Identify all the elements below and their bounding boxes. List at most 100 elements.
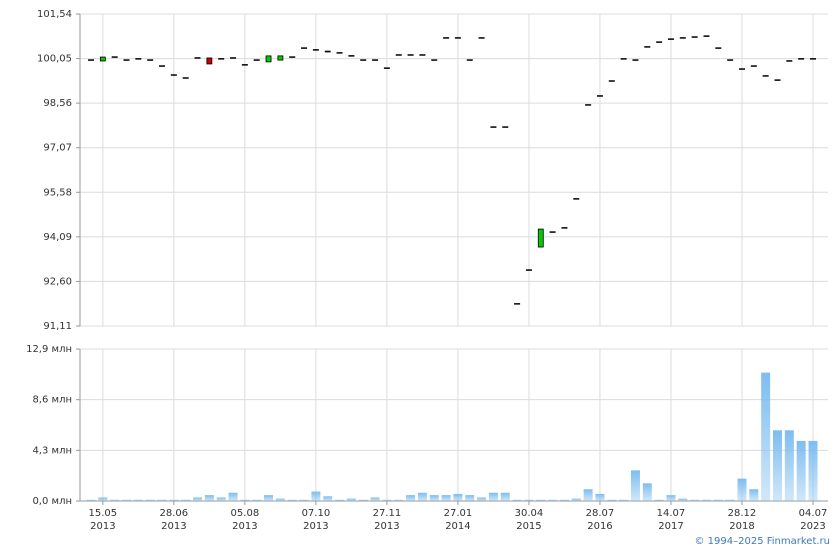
volume-bar xyxy=(264,495,274,501)
volume-bar xyxy=(512,499,522,501)
volume-bar xyxy=(110,499,120,501)
volume-bar xyxy=(772,430,782,501)
volume-bar xyxy=(240,499,250,501)
volume-bar xyxy=(571,498,581,501)
x-tick-label: 2013 xyxy=(303,521,328,532)
volume-bar xyxy=(204,495,214,501)
x-tick-label: 15.05 xyxy=(89,508,118,519)
volume-bar xyxy=(157,499,167,501)
volume-bar xyxy=(169,499,179,501)
candle xyxy=(537,228,544,248)
volume-bar xyxy=(630,470,640,501)
volume-bar xyxy=(358,499,368,501)
volume-bar xyxy=(98,497,108,501)
x-tick-label: 2013 xyxy=(232,521,257,532)
volume-bar xyxy=(406,495,416,501)
x-tick-label: 2015 xyxy=(516,521,541,532)
x-tick-label: 05.08 xyxy=(231,508,260,519)
volume-bar xyxy=(346,498,356,501)
y-tick-label: 101,54 xyxy=(37,9,72,20)
volume-bar xyxy=(145,499,155,501)
x-tick-label: 14.07 xyxy=(657,508,686,519)
candle xyxy=(206,57,213,65)
x-tick-label: 2018 xyxy=(729,521,754,532)
volume-bar xyxy=(228,492,238,501)
x-tick-label: 04.07 xyxy=(799,508,828,519)
volume-bar xyxy=(465,495,475,501)
y-tick-label: 8,6 млн xyxy=(32,395,72,406)
volume-bar xyxy=(536,499,546,501)
volume-bar xyxy=(335,499,345,501)
volume-bar xyxy=(311,491,321,501)
volume-bar xyxy=(654,499,664,501)
volume-bar xyxy=(193,497,203,501)
y-tick-label: 98,56 xyxy=(43,98,72,109)
x-tick-label: 2013 xyxy=(374,521,399,532)
volume-bar xyxy=(133,499,143,501)
volume-bar xyxy=(382,499,392,501)
volume-bar xyxy=(441,495,451,501)
x-tick-label: 28.07 xyxy=(586,508,615,519)
volume-bar xyxy=(607,499,617,501)
copyright: © 1994–2025 Finmarket.ru xyxy=(694,536,830,547)
volume-bar xyxy=(488,492,498,501)
candle xyxy=(265,55,272,63)
volume-bar xyxy=(275,498,285,501)
x-tick-label: 2013 xyxy=(90,521,115,532)
x-tick-label: 07.10 xyxy=(302,508,331,519)
volume-bar xyxy=(370,497,380,501)
volume-bar xyxy=(737,478,747,501)
volume-bar xyxy=(749,489,759,501)
candle xyxy=(324,50,331,53)
y-tick-label: 0,0 млн xyxy=(32,496,72,507)
volume-bar xyxy=(701,499,711,501)
x-tick-label: 2023 xyxy=(800,521,825,532)
volume-bar xyxy=(796,440,806,501)
y-tick-label: 95,58 xyxy=(43,187,72,198)
volume-bar xyxy=(181,499,191,501)
volume-bar xyxy=(713,499,723,501)
volume-bar xyxy=(86,499,96,501)
volume-bar xyxy=(690,499,700,501)
volume-bar xyxy=(122,499,132,501)
volume-bar xyxy=(642,483,652,501)
x-tick-label: 28.06 xyxy=(160,508,189,519)
x-tick-label: 2017 xyxy=(658,521,683,532)
volume-bar xyxy=(216,497,226,501)
volume-bar xyxy=(619,499,629,501)
y-tick-label: 92,60 xyxy=(43,276,72,287)
x-tick-label: 28.12 xyxy=(728,508,757,519)
volume-bar xyxy=(595,493,605,501)
volume-bar xyxy=(666,495,676,501)
volume-bar xyxy=(678,498,688,501)
volume-bar xyxy=(559,499,569,501)
volume-bar xyxy=(417,492,427,501)
volume-bar xyxy=(808,440,818,501)
x-tick-label: 2013 xyxy=(161,521,186,532)
volume-bar xyxy=(453,493,463,501)
x-tick-label: 2014 xyxy=(445,521,470,532)
y-tick-label: 12,9 млн xyxy=(26,344,72,355)
y-tick-label: 91,11 xyxy=(43,321,72,332)
volume-bar xyxy=(761,372,771,501)
x-tick-label: 2016 xyxy=(587,521,612,532)
y-tick-label: 97,07 xyxy=(43,143,72,154)
y-tick-label: 100,05 xyxy=(37,54,72,65)
volume-bar xyxy=(287,499,297,501)
volume-bar xyxy=(252,499,262,501)
volume-bar xyxy=(477,497,487,501)
volume-bar xyxy=(583,489,593,501)
volume-bar xyxy=(548,499,558,501)
candle xyxy=(99,56,106,62)
volume-bar xyxy=(725,499,735,501)
candle xyxy=(277,55,284,61)
x-tick-label: 27.11 xyxy=(373,508,402,519)
volume-bar xyxy=(524,499,534,501)
y-tick-label: 94,09 xyxy=(43,232,72,243)
x-tick-label: 30.04 xyxy=(515,508,544,519)
x-tick-label: 27.01 xyxy=(444,508,473,519)
volume-bar xyxy=(299,499,309,501)
y-tick-label: 4,3 млн xyxy=(32,445,72,456)
